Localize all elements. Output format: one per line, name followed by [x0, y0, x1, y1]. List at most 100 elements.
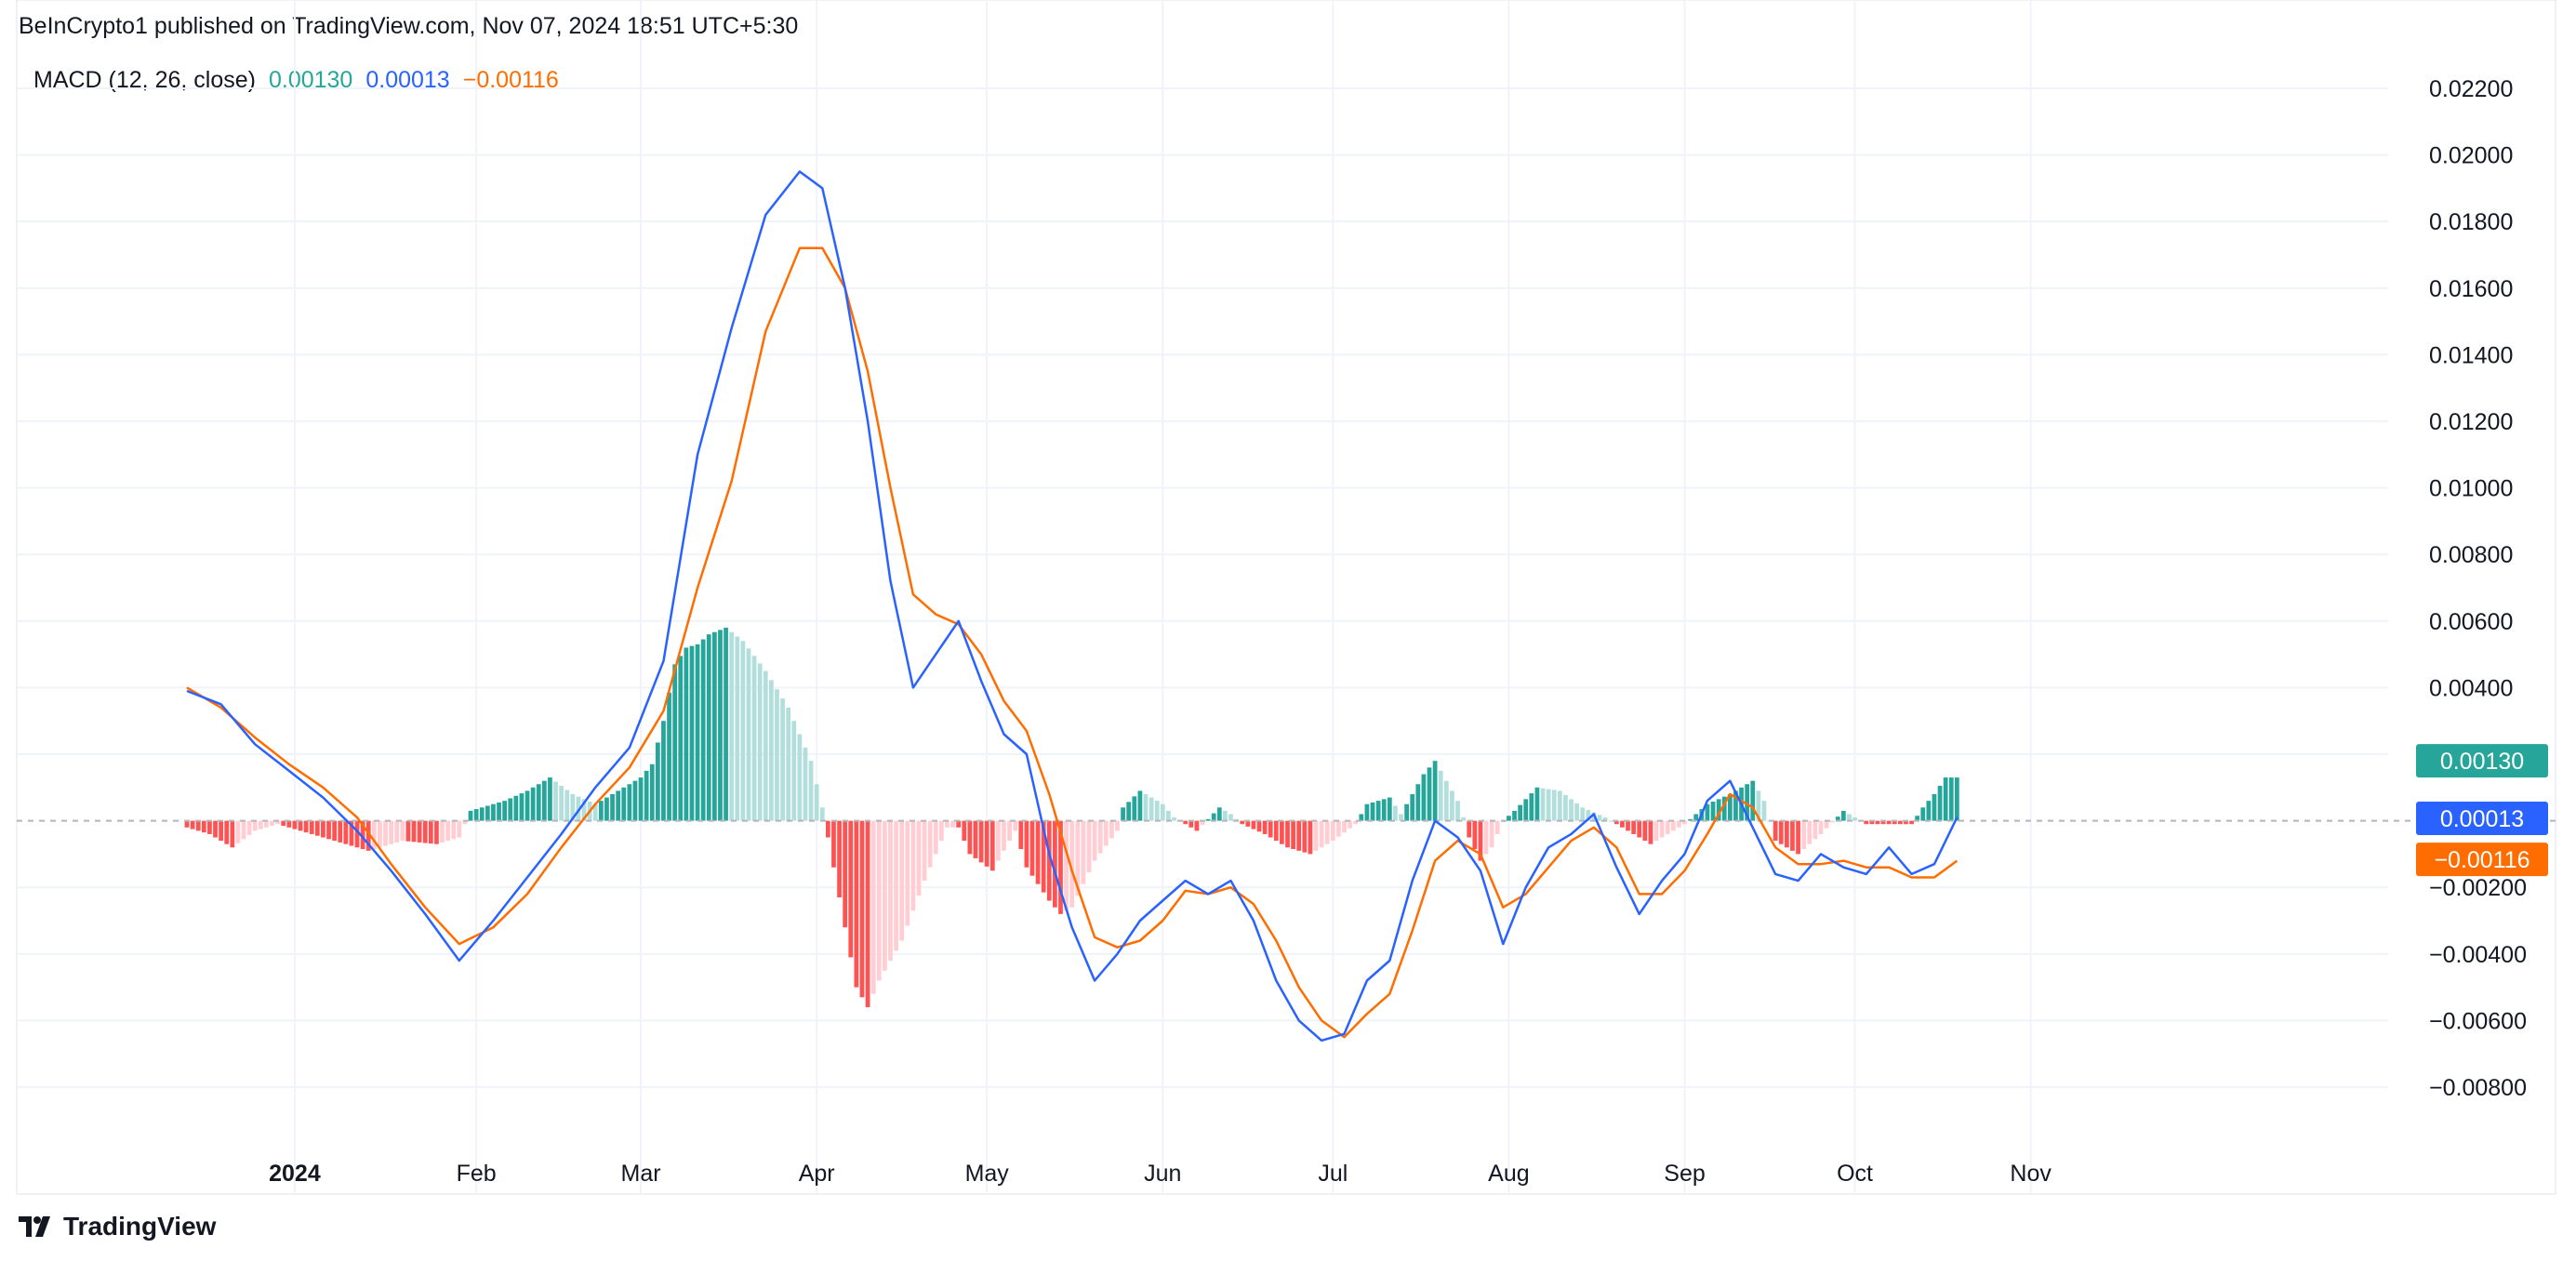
histogram-bar	[1342, 820, 1347, 833]
histogram-bar	[195, 820, 201, 831]
histogram-bar	[1716, 799, 1721, 821]
histogram-bar	[649, 763, 655, 821]
y-tick-label: −0.00800	[2429, 1075, 2527, 1101]
histogram-bar	[524, 790, 530, 821]
histogram-bar	[201, 820, 206, 833]
histogram-bar	[1002, 820, 1006, 851]
histogram-bar	[440, 820, 445, 843]
x-tick-label: Jun	[1144, 1161, 1181, 1187]
x-tick-label: Sep	[1664, 1161, 1705, 1187]
histogram-bar	[956, 820, 962, 828]
histogram-bar	[1829, 820, 1835, 823]
histogram-bar	[1075, 820, 1081, 896]
histogram-bar	[264, 820, 269, 828]
histogram-bar	[791, 721, 797, 821]
histogram-bar	[1602, 817, 1608, 821]
last-value-text: 0.00130	[2440, 749, 2524, 775]
last-value-text: 0.00013	[2440, 806, 2524, 832]
histogram-bar	[246, 820, 252, 835]
histogram-bar	[729, 631, 735, 821]
histogram-bar	[627, 784, 632, 821]
histogram-bar	[655, 742, 660, 821]
histogram-bar	[621, 787, 627, 821]
histogram-bar	[967, 820, 973, 855]
last-value-label-hist: 0.00130	[2416, 744, 2548, 778]
histogram-bar	[1041, 820, 1046, 893]
histogram-bar	[1852, 817, 1857, 821]
histogram-bar	[1904, 820, 1908, 825]
histogram-bar	[445, 820, 451, 842]
histogram-bar	[978, 820, 984, 863]
histogram-bar	[865, 820, 870, 1008]
histogram-bar	[933, 820, 938, 855]
histogram-bar	[371, 820, 377, 850]
histogram-bar	[581, 799, 587, 821]
histogram-bar	[389, 820, 394, 844]
histogram-bar	[508, 798, 513, 821]
histogram-bar	[1160, 803, 1165, 821]
histogram-bar	[1262, 820, 1268, 834]
histogram-bar	[326, 820, 331, 840]
histogram-bar	[411, 820, 417, 843]
histogram-bar	[927, 820, 933, 868]
histogram-bar	[592, 803, 598, 821]
histogram-bar	[870, 820, 876, 994]
histogram-bar	[1364, 803, 1370, 821]
histogram-bar	[1353, 820, 1359, 825]
histogram-bar	[1540, 788, 1546, 821]
histogram-bar	[378, 820, 382, 848]
y-tick-label: 0.02000	[2429, 143, 2513, 169]
histogram-bar	[1920, 807, 1926, 821]
histogram-bar	[1166, 810, 1171, 821]
histogram-bar	[292, 820, 298, 830]
y-tick-label: 0.00600	[2429, 609, 2513, 635]
histogram-bar	[564, 790, 570, 821]
histogram-bar	[1778, 820, 1784, 844]
histogram-bar	[1069, 820, 1075, 908]
histogram-bar	[1432, 761, 1438, 821]
histogram-bar	[394, 820, 400, 843]
histogram-bar	[241, 820, 246, 840]
histogram-bar	[1801, 820, 1807, 850]
histogram-bar	[1745, 784, 1750, 821]
histogram-bar	[989, 820, 995, 871]
histogram-bar	[1109, 820, 1114, 839]
histogram-bar	[1489, 820, 1494, 848]
histogram-bar	[632, 780, 638, 821]
x-tick-label: Oct	[1837, 1161, 1873, 1187]
histogram-bar	[1427, 767, 1432, 821]
x-tick-label: Aug	[1488, 1161, 1529, 1187]
histogram-bar	[473, 809, 479, 821]
histogram-bar	[485, 805, 490, 821]
histogram-bar	[1784, 820, 1789, 848]
histogram-bar	[1256, 820, 1262, 832]
histogram-bar	[570, 793, 576, 821]
histogram-bar	[1864, 820, 1869, 825]
histogram-bar	[1245, 820, 1251, 827]
histogram-bar	[1092, 820, 1097, 861]
histogram-bar	[1551, 790, 1557, 821]
histogram-bar	[775, 689, 779, 821]
y-tick-label: 0.00800	[2429, 542, 2513, 568]
x-tick-label: May	[965, 1161, 1010, 1187]
histogram-bar	[360, 820, 365, 850]
tradingview-logo-icon	[19, 1216, 50, 1237]
histogram-bar	[1620, 820, 1625, 828]
x-axis[interactable]: 2024 Feb Mar Apr May Jun Jul Aug Sep Oct Nov	[269, 1161, 2052, 1187]
x-tick-label: Apr	[799, 1161, 835, 1187]
histogram-bar	[1410, 793, 1415, 821]
histogram-bar	[309, 820, 314, 834]
tradingview-brand[interactable]: TradingView	[19, 1212, 216, 1241]
histogram-bar	[1251, 820, 1256, 830]
y-axis[interactable]: 0.02200 0.02000 0.01800 0.01600 0.01400 0.012…	[2429, 76, 2527, 1101]
histogram-bar	[1132, 796, 1137, 821]
histogram-bar	[1886, 820, 1892, 825]
histogram-bar	[1653, 820, 1659, 842]
histogram-bar	[491, 803, 496, 821]
histogram-bar	[803, 747, 808, 821]
histogram-bar	[230, 820, 235, 848]
histogram-bar	[814, 784, 819, 821]
histogram-bar	[1790, 820, 1795, 851]
histogram-bar	[1932, 793, 1937, 821]
